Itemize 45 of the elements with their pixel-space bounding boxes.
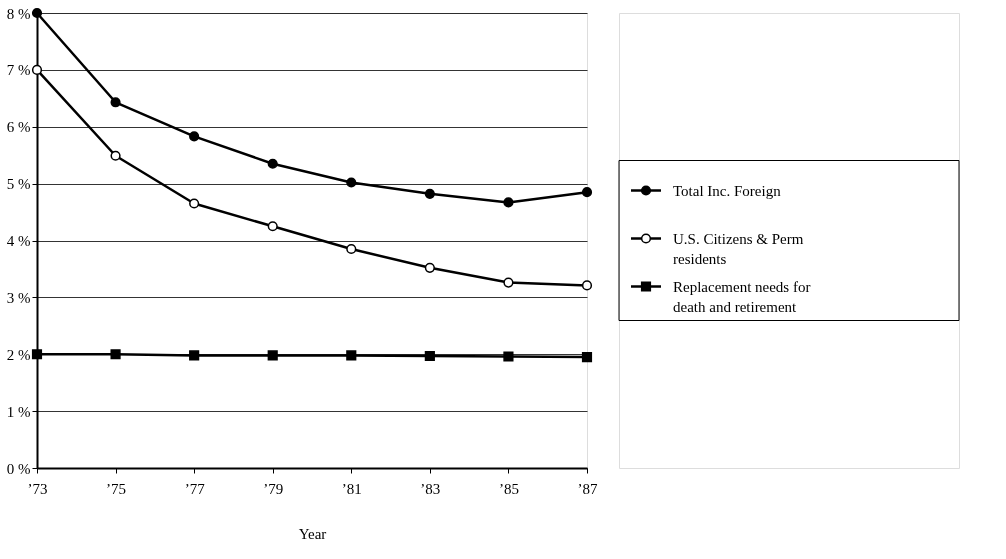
y-tick-label: 3 % xyxy=(6,289,31,306)
point xyxy=(110,349,121,360)
point xyxy=(110,150,121,161)
point xyxy=(581,280,593,291)
x-tick-label: ’85 xyxy=(498,480,519,497)
point xyxy=(581,187,593,198)
legend-label: U.S. Citizens & Perm residents xyxy=(673,230,804,267)
point xyxy=(424,350,435,362)
y-tick-label: 8 % xyxy=(6,5,31,22)
y-tick-label: 5 % xyxy=(6,176,31,193)
y-tick-label: 1 % xyxy=(6,403,31,420)
x-tick-label: ’75 xyxy=(106,480,127,497)
point xyxy=(267,158,278,169)
x-tick-label: ’79 xyxy=(263,480,284,497)
point xyxy=(31,7,43,19)
point xyxy=(346,350,357,361)
y-tick-label: 4 % xyxy=(6,233,31,249)
point xyxy=(346,243,357,255)
x-tick-label: ’83 xyxy=(420,480,441,497)
point xyxy=(424,188,435,199)
point xyxy=(189,131,200,142)
legend-label: Replacement needs for death and retirement xyxy=(673,278,811,315)
point xyxy=(581,352,593,363)
point xyxy=(110,97,121,108)
point xyxy=(267,350,278,361)
y-tick-label: 6 % xyxy=(6,119,31,136)
x-tick-label: ’77 xyxy=(184,480,206,497)
y-tick-label: 2 % xyxy=(6,346,31,363)
point xyxy=(424,262,435,273)
point xyxy=(31,64,43,75)
x-tick-label: ’73 xyxy=(27,480,48,497)
y-tick-label: 7 % xyxy=(6,62,31,79)
point xyxy=(267,221,278,232)
legend-label: Total Inc. Foreign xyxy=(673,182,782,199)
x-axis-title: Year xyxy=(298,525,327,542)
point xyxy=(189,350,200,361)
point xyxy=(189,198,200,209)
point xyxy=(503,277,514,288)
point xyxy=(346,177,357,188)
point xyxy=(31,349,43,360)
point xyxy=(503,351,514,362)
x-tick-label: ’87 xyxy=(577,480,598,497)
y-tick-label: 0 % xyxy=(6,460,31,477)
x-tick-label: ’81 xyxy=(341,480,362,497)
point xyxy=(503,197,514,208)
